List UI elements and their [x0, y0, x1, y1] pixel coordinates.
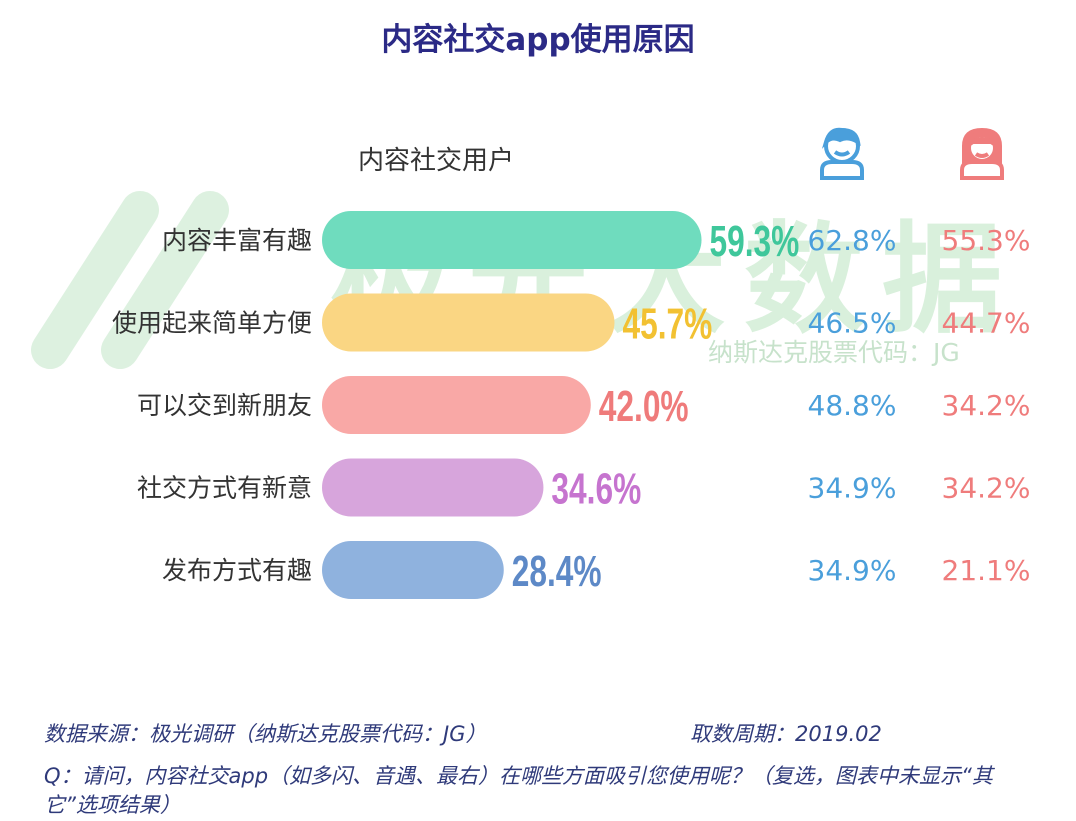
category-label: 可以交到新朋友 [137, 391, 312, 420]
bar-value-label: 59.3% [710, 217, 800, 266]
bar-value-label: 28.4% [512, 547, 602, 596]
male-percent-label: 46.5% [808, 307, 897, 340]
female-percent-label: 44.7% [942, 307, 1031, 340]
survey-question-note: Q：请问，内容社交app（如多闪、音遇、最右）在哪些方面吸引您使用呢？（复选，图… [44, 764, 993, 817]
female-percent-label: 21.1% [942, 554, 1031, 587]
bar [322, 458, 544, 517]
male-percent-label: 34.9% [808, 554, 897, 587]
female-percent-label: 34.2% [942, 472, 1031, 505]
watermark-sub: 纳斯达克股票代码：JG [708, 338, 960, 367]
data-source-note: 数据来源：极光调研（纳斯达克股票代码：JG） [44, 722, 487, 746]
male-percent-label: 62.8% [808, 224, 897, 257]
bar [322, 376, 591, 434]
category-label: 使用起来简单方便 [112, 309, 312, 338]
bar [322, 293, 615, 352]
chart-title: 内容社交app使用原因 [381, 22, 695, 58]
watermark-logo-icon [31, 191, 229, 369]
data-period-note: 取数周期：2019.02 [690, 722, 882, 746]
female-percent-label: 55.3% [942, 224, 1031, 257]
bar [322, 541, 504, 599]
bar-value-label: 42.0% [599, 382, 689, 431]
category-label: 社交方式有新意 [137, 474, 312, 503]
male-user-icon [820, 127, 864, 180]
female-percent-label: 34.2% [942, 389, 1031, 422]
male-percent-label: 34.9% [808, 472, 897, 505]
bars-layer: 内容丰富有趣 59.3% 62.8% 55.3% 使用起来简单方便 45.7% 46.5% 4… [112, 211, 1030, 599]
bar-value-label: 45.7% [622, 299, 712, 348]
male-percent-label: 48.8% [808, 389, 897, 422]
bar [322, 211, 702, 269]
category-label: 内容丰富有趣 [162, 226, 312, 255]
female-user-icon [960, 127, 1004, 180]
category-label: 发布方式有趣 [162, 556, 312, 585]
chart-subtitle: 内容社交用户 [358, 146, 515, 176]
bar-value-label: 34.6% [551, 464, 641, 513]
